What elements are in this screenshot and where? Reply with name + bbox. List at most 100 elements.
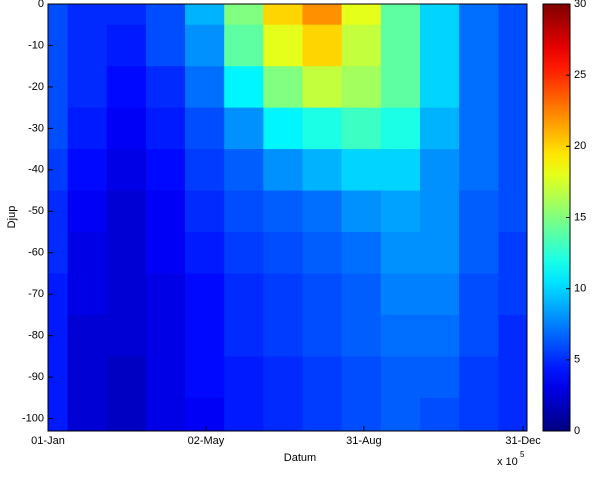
x-tick-label: 02-May <box>188 435 225 447</box>
heat-cell <box>67 4 108 26</box>
heat-cell <box>419 149 460 192</box>
heat-cell <box>185 149 225 192</box>
y-tick-label: -30 <box>28 122 44 134</box>
heat-cell <box>145 397 186 432</box>
heat-cell <box>185 66 225 109</box>
heat-cell <box>498 273 528 316</box>
heat-cell <box>341 397 382 432</box>
colorbar-tick-label: 5 <box>574 354 580 366</box>
heat-cell <box>380 356 421 399</box>
colorbar-tick-label: 20 <box>574 140 586 152</box>
heat-cell <box>419 356 460 399</box>
heat-cell <box>67 273 108 316</box>
heat-cell <box>498 24 528 67</box>
heat-cell <box>224 4 264 26</box>
heat-cell <box>459 273 499 316</box>
heat-cell <box>380 232 421 274</box>
heat-cell <box>459 24 499 67</box>
x-axis-label: Datum <box>284 452 316 464</box>
heat-cell <box>380 273 421 316</box>
heat-cell <box>67 356 108 399</box>
heat-cell <box>302 273 343 316</box>
heat-cell <box>224 397 264 432</box>
heat-cell <box>341 149 382 192</box>
heat-cell <box>263 190 304 233</box>
heat-cell <box>185 190 225 233</box>
heat-cell <box>341 314 382 357</box>
heat-cell <box>302 232 343 274</box>
heat-cell <box>67 107 108 150</box>
heat-cell <box>302 149 343 192</box>
heat-cell <box>302 107 343 150</box>
heat-cell <box>302 397 343 432</box>
heat-cell <box>48 107 69 150</box>
heat-cell <box>341 66 382 109</box>
heat-cell <box>263 4 304 26</box>
colorbar <box>542 3 571 432</box>
heat-cell <box>459 149 499 192</box>
heat-cell <box>302 356 343 399</box>
heat-cell <box>380 107 421 150</box>
heat-cell <box>302 66 343 109</box>
heat-cell <box>48 314 69 357</box>
heat-cell <box>67 314 108 357</box>
heat-cell <box>106 314 147 357</box>
heat-cell <box>224 356 264 399</box>
y-tick-label: -40 <box>28 164 44 176</box>
heat-cell <box>106 273 147 316</box>
heat-cell <box>263 314 304 357</box>
heat-cell <box>459 356 499 399</box>
x-tick-label: 01-Jan <box>31 435 65 447</box>
heat-cell <box>341 24 382 67</box>
heat-cell <box>302 24 343 67</box>
heat-cell <box>185 356 225 399</box>
x-tick-label: 31-Dec <box>505 435 541 447</box>
y-tick-label: 0 <box>38 0 44 10</box>
heat-cell <box>498 149 528 192</box>
y-tick-label: -50 <box>28 205 44 217</box>
heat-cell <box>302 190 343 233</box>
plot-frame <box>47 3 528 432</box>
y-tick-label: -100 <box>22 412 44 424</box>
colorbar-tick-label: 30 <box>574 0 586 10</box>
heat-cell <box>106 190 147 233</box>
heat-cell <box>341 273 382 316</box>
heat-cell <box>48 24 69 67</box>
heat-cell <box>341 190 382 233</box>
heat-cell <box>498 4 528 26</box>
heat-cell <box>48 4 69 26</box>
x-exponent: 5 <box>520 450 525 459</box>
heat-cell <box>263 273 304 316</box>
heat-cell <box>145 107 186 150</box>
heat-cell <box>419 4 460 26</box>
heat-cell <box>419 232 460 274</box>
heat-cell <box>380 190 421 233</box>
heat-cell <box>263 24 304 67</box>
y-tick-label: -10 <box>28 39 44 51</box>
heat-cell <box>459 232 499 274</box>
heat-cell <box>380 66 421 109</box>
heat-cell <box>224 24 264 67</box>
heat-cell <box>263 397 304 432</box>
heat-cell <box>419 273 460 316</box>
heat-cell <box>224 107 264 150</box>
heat-cell <box>145 232 186 274</box>
heat-cell <box>263 66 304 109</box>
heat-cell <box>185 107 225 150</box>
heat-cell <box>380 397 421 432</box>
heat-cell <box>263 356 304 399</box>
y-tick-label: -60 <box>28 247 44 259</box>
y-tick-label: -90 <box>28 371 44 383</box>
heat-cell <box>106 4 147 26</box>
heat-cell <box>48 356 69 399</box>
heat-cell <box>48 149 69 192</box>
heat-cell <box>106 66 147 109</box>
heat-cell <box>419 107 460 150</box>
heat-cell <box>341 4 382 26</box>
heat-cell <box>145 66 186 109</box>
heat-cell <box>459 66 499 109</box>
heat-cell <box>419 24 460 67</box>
heat-cell <box>263 232 304 274</box>
heat-cell <box>106 397 147 432</box>
